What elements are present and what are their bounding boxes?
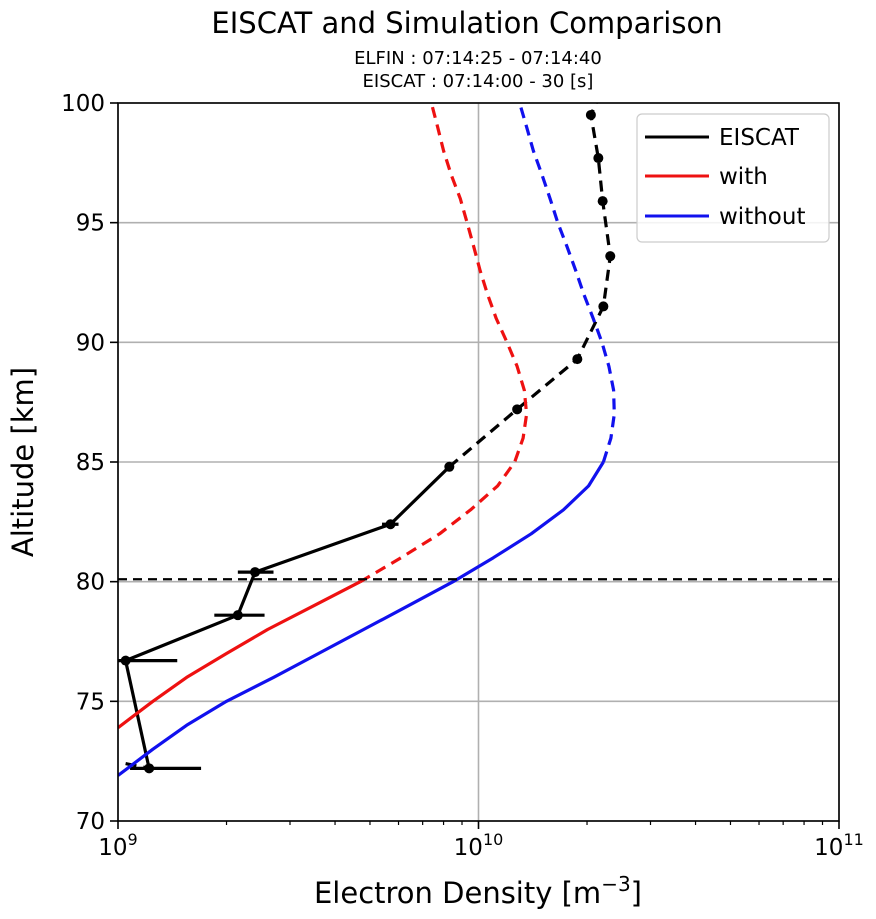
series-with [118, 103, 529, 729]
x-axis-label-end: ] [631, 876, 642, 910]
y-tick-label: 95 [76, 211, 105, 237]
legend-box [636, 113, 830, 243]
y-tick-label: 80 [76, 570, 105, 596]
x-tick-label: 109 [98, 830, 137, 861]
legend: EISCAT with without [636, 113, 830, 243]
data-point [385, 519, 396, 530]
series-line-solid-eiscat [123, 465, 451, 769]
x-axis-label-exponent: −3 [601, 872, 630, 896]
legend-label-eiscat: EISCAT [719, 125, 800, 151]
x-axis-label-main: Electron Density [m [314, 876, 601, 910]
series-line-dashed-without [518, 103, 616, 463]
chart-title: EISCAT and Simulation Comparison [211, 6, 722, 40]
y-tick-label: 75 [76, 689, 105, 715]
chart-subtitle-line-2: EISCAT : 07:14:00 - 30 [s] [363, 71, 594, 92]
x-axis-label: Electron Density [m−3] [314, 872, 642, 910]
data-point [444, 461, 455, 472]
x-tick-label: 1011 [814, 830, 864, 861]
series-layer [118, 103, 616, 777]
legend-label-without: without [719, 204, 805, 230]
series-without [118, 103, 616, 777]
y-axis-label: Altitude [km] [6, 367, 40, 557]
series-line-solid-with [118, 580, 362, 729]
series-line-dashed-eiscat [448, 103, 612, 469]
data-point [605, 251, 616, 262]
data-point [512, 404, 523, 415]
y-tick-label: 100 [61, 91, 105, 117]
y-tick-label: 70 [76, 809, 105, 835]
legend-label-with: with [719, 164, 768, 190]
data-point [593, 153, 604, 164]
series-line-dashed-with [359, 103, 529, 584]
data-point [598, 301, 609, 312]
series-line-solid-without [118, 461, 605, 777]
chart-subtitle-line-1: ELFIN : 07:14:25 - 07:14:40 [354, 48, 602, 69]
data-point [120, 655, 131, 666]
y-tick-label: 85 [76, 450, 105, 476]
x-axis-ticks: 109 1010 1011 [98, 821, 864, 861]
data-point [232, 610, 243, 621]
data-point [250, 567, 261, 578]
series-eiscat [118, 103, 616, 774]
x-tick-label: 1010 [454, 830, 504, 861]
y-tick-label: 90 [76, 330, 105, 356]
y-axis-ticks: 70 75 80 85 90 95 100 [61, 91, 118, 835]
data-point [597, 196, 608, 207]
data-point [572, 354, 583, 365]
data-point [585, 109, 596, 120]
data-point [144, 763, 155, 774]
